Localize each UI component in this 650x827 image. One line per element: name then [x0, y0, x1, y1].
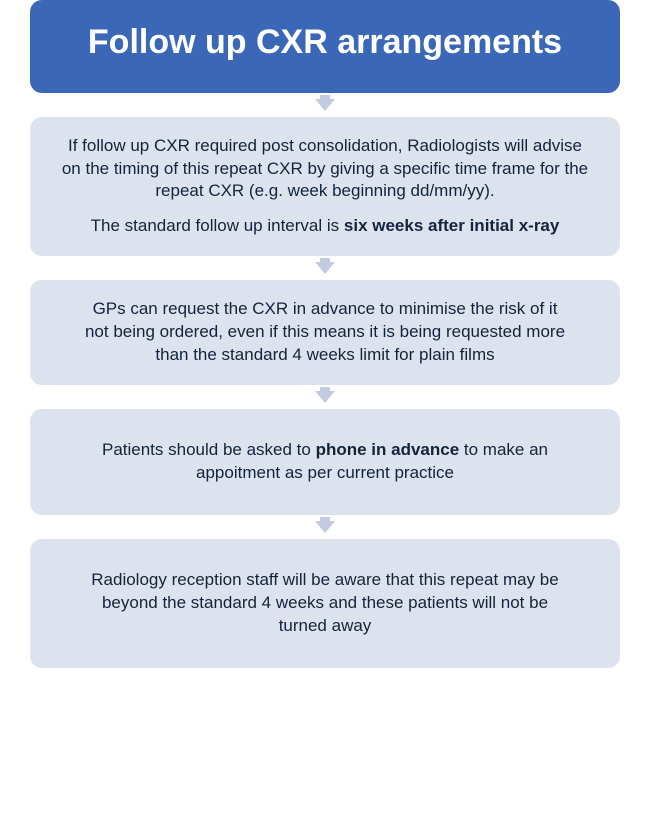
text-pre: GPs can request the CXR in advance to mi… — [85, 299, 565, 364]
flow-step-paragraph: If follow up CXR required post consolida… — [58, 135, 592, 204]
flow-step-paragraph: The standard follow up interval is six w… — [58, 215, 592, 238]
flow-step-1: If follow up CXR required post consolida… — [30, 117, 620, 257]
arrow-icon — [315, 262, 335, 274]
flow-step-paragraph: GPs can request the CXR in advance to mi… — [80, 298, 570, 367]
flow-step-3: Patients should be asked to phone in adv… — [30, 409, 620, 515]
arrow-icon — [315, 521, 335, 533]
arrow-icon — [315, 99, 335, 111]
text-pre: The standard follow up interval is — [91, 216, 344, 235]
arrow-icon — [315, 391, 335, 403]
flow-step-2: GPs can request the CXR in advance to mi… — [30, 280, 620, 385]
flow-header: Follow up CXR arrangements — [30, 0, 620, 93]
text-pre: If follow up CXR required post consolida… — [62, 136, 588, 201]
flow-header-title: Follow up CXR arrangements — [88, 23, 562, 61]
flow-step-4: Radiology reception staff will be aware … — [30, 539, 620, 668]
text-bold: phone in advance — [316, 440, 460, 459]
flow-step-paragraph: Patients should be asked to phone in adv… — [80, 439, 570, 485]
text-pre: Radiology reception staff will be aware … — [91, 570, 558, 635]
text-pre: Patients should be asked to — [102, 440, 316, 459]
flow-step-paragraph: Radiology reception staff will be aware … — [80, 569, 570, 638]
text-bold: six weeks after initial x-ray — [344, 216, 559, 235]
